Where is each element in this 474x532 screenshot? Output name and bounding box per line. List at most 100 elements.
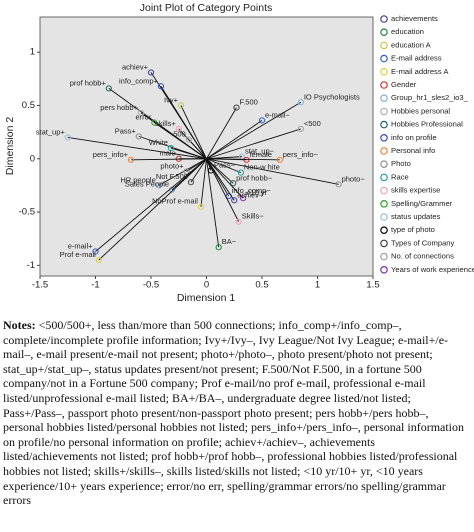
point bbox=[105, 85, 112, 92]
point-label: female bbox=[249, 150, 272, 159]
legend-marker bbox=[380, 28, 388, 37]
point-label: info_comp+ bbox=[119, 76, 159, 85]
point-label: pers_info− bbox=[283, 150, 319, 159]
x-tick-label: 0 bbox=[204, 280, 209, 291]
point-label: NoProf e-mail bbox=[152, 197, 198, 206]
point-label: achiev− bbox=[237, 190, 264, 199]
legend-label: Hobbies personal bbox=[391, 106, 450, 115]
point-label: pers hobb+ bbox=[100, 103, 138, 112]
legend-label: education A bbox=[391, 40, 432, 49]
legend-marker bbox=[380, 81, 388, 89]
legend-marker bbox=[380, 94, 388, 103]
legend-marker bbox=[380, 239, 388, 248]
point-label: info_comp− bbox=[232, 186, 272, 195]
legend-label: achievements bbox=[391, 14, 438, 23]
x-axis-label: Dimension 1 bbox=[177, 292, 236, 304]
vector-line bbox=[206, 120, 263, 160]
point bbox=[137, 109, 145, 117]
x-tick-label: 1.5 bbox=[366, 280, 379, 291]
point-label: photo+ bbox=[160, 162, 184, 171]
x-tick-label: -0.5 bbox=[143, 280, 159, 291]
point-label: photo− bbox=[342, 174, 366, 183]
vector-line bbox=[190, 158, 207, 183]
legend-label: Race bbox=[391, 172, 409, 181]
x-tick-label: -1.5 bbox=[32, 280, 48, 291]
point bbox=[233, 104, 240, 111]
legend-label: skills expertise bbox=[391, 186, 440, 195]
y-tick-label: -0.5 bbox=[19, 207, 35, 218]
vector-line bbox=[200, 158, 207, 207]
point-label: Non-w hite bbox=[244, 163, 280, 172]
point-label: Ivy+ bbox=[164, 95, 179, 104]
point-label: BA− bbox=[222, 237, 237, 246]
vector-line bbox=[206, 158, 235, 201]
y-tick-label: -1 bbox=[27, 260, 35, 271]
point-label: Not F.500 bbox=[156, 172, 188, 181]
legend-label: No. of connections bbox=[391, 252, 454, 261]
point bbox=[147, 69, 155, 76]
vector-line bbox=[206, 101, 302, 160]
legend-marker bbox=[380, 186, 388, 195]
legend-label: info on profile bbox=[391, 133, 437, 142]
y-tick-label: 1 bbox=[30, 47, 35, 58]
vector-line bbox=[206, 158, 220, 248]
vector-line bbox=[131, 158, 207, 161]
vector-line bbox=[186, 158, 207, 172]
point bbox=[95, 256, 102, 264]
point bbox=[240, 195, 247, 202]
legend-marker bbox=[380, 265, 388, 274]
legend-label: education bbox=[391, 27, 424, 36]
vector-line bbox=[206, 158, 339, 185]
legend-label: type of photo bbox=[391, 225, 435, 234]
point bbox=[92, 248, 99, 255]
point bbox=[185, 136, 192, 143]
legend-marker bbox=[380, 107, 388, 116]
legend-label: Photo bbox=[391, 159, 411, 168]
point bbox=[197, 203, 205, 210]
point-label: White bbox=[149, 138, 168, 147]
y-tick-label: 0.5 bbox=[22, 100, 35, 111]
point-label: Pass+ bbox=[115, 126, 137, 135]
legend-marker bbox=[380, 15, 388, 23]
point-label: <10 yr bbox=[246, 188, 268, 197]
point bbox=[258, 117, 266, 124]
point bbox=[127, 156, 135, 163]
point-label: skills+ bbox=[155, 119, 176, 128]
point bbox=[151, 119, 158, 126]
y-tick-label: 0 bbox=[30, 153, 35, 164]
notes-text: <500/500+, less than/more than 500 conne… bbox=[3, 318, 465, 508]
chart-title: Joint Plot of Category Points bbox=[140, 2, 273, 14]
point bbox=[183, 168, 190, 175]
x-tick-label: 1 bbox=[315, 280, 320, 291]
legend-marker bbox=[380, 213, 388, 221]
point-label: stat_up+ bbox=[36, 127, 66, 136]
legend-label: status updates bbox=[391, 212, 441, 221]
vector-line bbox=[158, 158, 207, 186]
point-label: F.500 bbox=[239, 98, 257, 107]
point-label: stat_up− bbox=[245, 147, 275, 156]
legend-label: E-mail address A bbox=[391, 67, 449, 76]
vector-line bbox=[206, 128, 301, 160]
point-label: pers_info+ bbox=[93, 150, 129, 159]
legend-label: Spelling/Grammer bbox=[391, 199, 453, 208]
vector-line bbox=[95, 158, 207, 252]
point-label: prof hobb− bbox=[236, 173, 273, 182]
point-label: Sales People bbox=[125, 180, 169, 189]
plot-area bbox=[39, 16, 374, 277]
point bbox=[231, 197, 238, 204]
point-label: 500 bbox=[173, 130, 186, 139]
vector-line bbox=[160, 86, 207, 159]
vector-line bbox=[206, 158, 242, 174]
legend-label: Hobbies Professional bbox=[391, 120, 463, 129]
legend-label: Personal info bbox=[391, 146, 435, 155]
point bbox=[135, 133, 142, 140]
point bbox=[187, 179, 195, 186]
x-tick-label: -1 bbox=[91, 280, 99, 291]
point-label: IO Psychologists bbox=[304, 92, 360, 101]
vector-line bbox=[206, 158, 234, 184]
point bbox=[235, 218, 242, 225]
point bbox=[297, 99, 304, 106]
point bbox=[177, 102, 185, 109]
vector-line bbox=[154, 122, 207, 160]
